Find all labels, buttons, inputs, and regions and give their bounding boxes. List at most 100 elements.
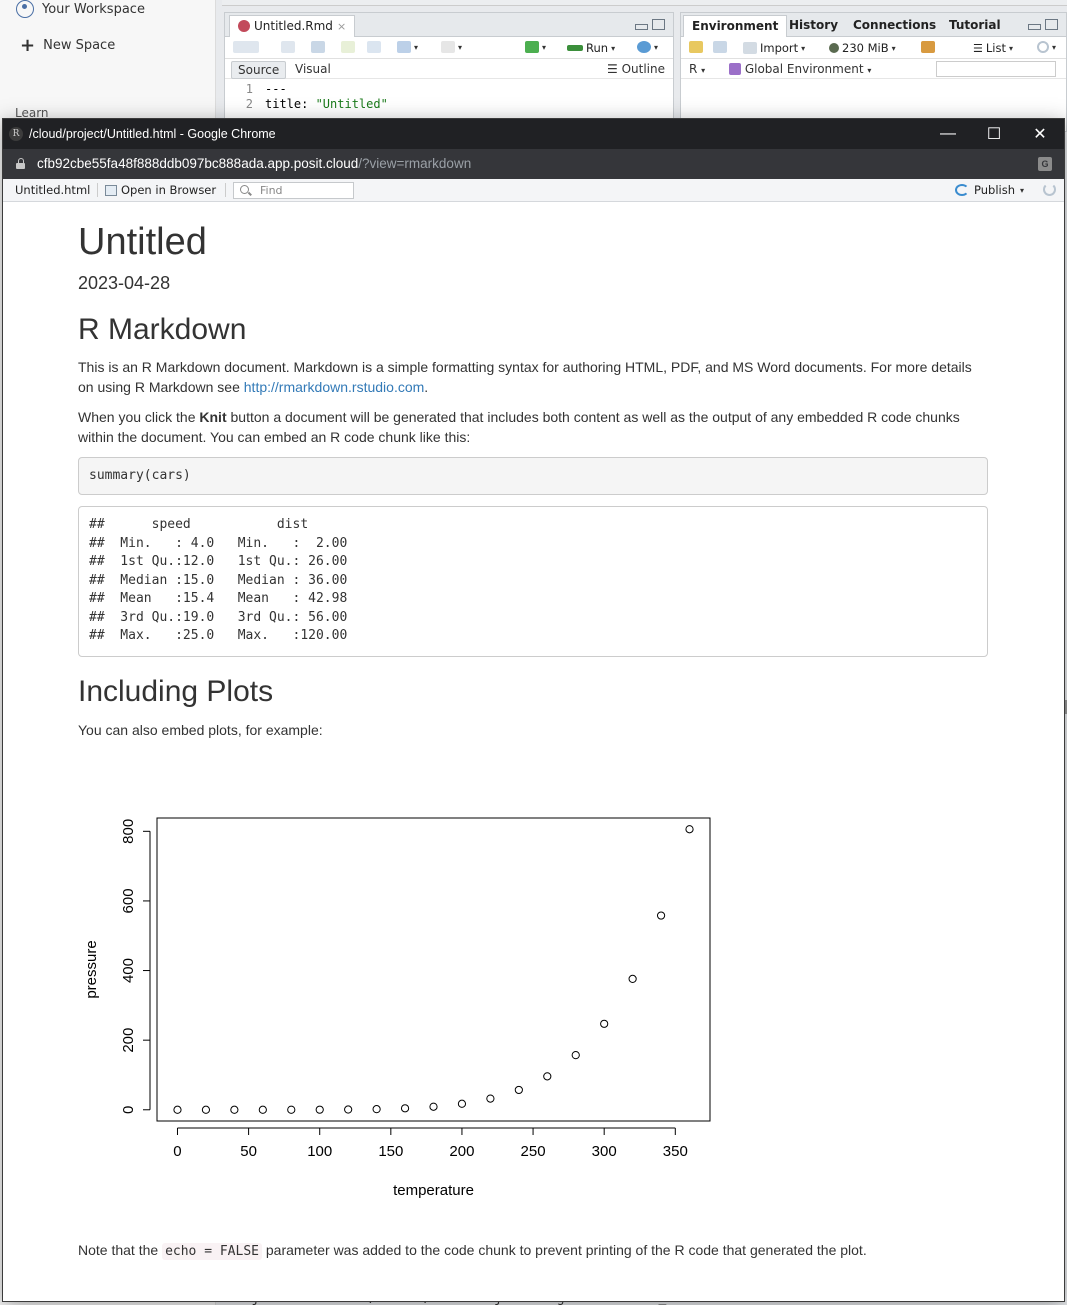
save-icon[interactable]: [311, 41, 325, 53]
data-point: [656, 911, 666, 920]
data-point: [571, 1051, 580, 1060]
global-env-label: Global Environment: [744, 62, 864, 76]
show-in-window-icon[interactable]: [281, 41, 295, 53]
clear-broom-icon[interactable]: [921, 41, 935, 53]
spellcheck-icon[interactable]: [341, 41, 355, 53]
your-workspace-item[interactable]: Your Workspace: [16, 0, 145, 18]
url-text[interactable]: cfb92cbe55fa48f888ddb097bc888ada.app.pos…: [37, 156, 472, 171]
code-chunk-line: summary(cars): [89, 468, 191, 483]
minimize-pane-icon[interactable]: [635, 24, 648, 30]
y-axis-title: pressure: [83, 940, 100, 998]
outline-button[interactable]: ☰ Outline: [607, 62, 665, 76]
learn-section-label[interactable]: Learn: [15, 106, 49, 120]
output-line: ## Max. :25.0 Max. :120.00: [89, 628, 363, 643]
knit-bold: Knit: [199, 409, 227, 425]
tab-environment[interactable]: Environment: [683, 15, 788, 37]
maximize-pane-icon[interactable]: [652, 19, 665, 30]
refresh-icon[interactable]: [1043, 183, 1056, 196]
pane-splitter[interactable]: [1063, 700, 1067, 714]
env-toolbar: Import ▾ 230 MiB ▾ ☰ List ▾ ▾: [681, 37, 1066, 59]
maximize-window-button[interactable]: ☐: [986, 126, 1002, 143]
paragraph-intro: This is an R Markdown document. Markdown…: [78, 359, 972, 395]
publish-icon: [955, 184, 969, 196]
load-workspace-icon[interactable]: [689, 41, 703, 53]
address-bar[interactable]: cfb92cbe55fa48f888ddb097bc888ada.app.pos…: [3, 149, 1064, 179]
settings-gear-icon[interactable]: ▾: [441, 41, 462, 53]
find-input[interactable]: Find: [233, 182, 354, 199]
publish-button[interactable]: Publish ▾: [955, 183, 1024, 197]
list-view-button[interactable]: ☰ List ▾: [973, 41, 1013, 55]
find-replace-icon[interactable]: [367, 41, 381, 53]
data-point: [173, 1105, 182, 1114]
y-tick-label: 0: [120, 1106, 137, 1114]
plus-icon: +: [20, 35, 36, 56]
code-output-block[interactable]: ## speed dist ## Min. : 4.0 Min. : 2.00 …: [78, 506, 988, 657]
data-point: [287, 1105, 296, 1114]
viewer-toolbar: Untitled.html Open in Browser Find Publi…: [3, 179, 1064, 202]
data-point: [201, 1105, 211, 1114]
import-dataset-button[interactable]: Import ▾: [743, 41, 805, 55]
chrome-titlebar[interactable]: R /cloud/project/Untitled.html - Google …: [3, 119, 1064, 149]
memory-usage-button[interactable]: 230 MiB ▾: [829, 41, 896, 55]
data-point: [685, 825, 694, 834]
new-space-label: New Space: [43, 38, 116, 53]
x-tick-label: 250: [521, 1143, 546, 1160]
rmarkdown-link[interactable]: http://rmarkdown.rstudio.com: [243, 379, 425, 395]
source-mode-button[interactable]: Source: [231, 61, 287, 79]
close-window-button[interactable]: ✕: [1033, 126, 1047, 143]
minimize-pane-icon[interactable]: [1028, 24, 1041, 30]
env-pane-window-controls[interactable]: [1028, 19, 1058, 30]
memory-label: 230 MiB: [842, 41, 889, 55]
visual-mode-button[interactable]: Visual: [295, 62, 331, 76]
code-line: 2 title: "Untitled": [245, 97, 388, 111]
output-line: ## Median :15.0 Median : 36.00: [89, 572, 363, 588]
lock-icon[interactable]: [16, 158, 25, 169]
tab-untitled-rmd[interactable]: Untitled.Rmd ×: [229, 15, 356, 37]
minimize-window-button[interactable]: —: [940, 125, 956, 142]
insert-chunk-icon[interactable]: ▾: [525, 41, 546, 53]
publish-label: Publish: [974, 183, 1015, 197]
source-tabstrip: Untitled.Rmd ×: [225, 13, 673, 37]
rstudio-top-strip: [222, 0, 1067, 6]
translate-icon[interactable]: G: [1038, 157, 1052, 171]
document-date: 2023-04-28: [78, 273, 171, 293]
knit-icon[interactable]: ▾: [397, 41, 418, 53]
maximize-pane-icon[interactable]: [1045, 19, 1058, 30]
code-editor[interactable]: 1 --- 2 title: "Untitled": [225, 79, 673, 129]
x-tick-label: 50: [240, 1143, 257, 1160]
data-point: [543, 1072, 552, 1081]
data-point: [258, 1105, 267, 1114]
pressure-scatter-plot: 0 50 100 150 200 250 300 350 0 200 400 600 800 temper…: [83, 817, 711, 1199]
env-search-input[interactable]: [936, 61, 1056, 77]
source-pane-window-controls[interactable]: [635, 19, 665, 30]
rmd-file-icon: [238, 20, 250, 32]
refresh-env-icon[interactable]: ▾: [1037, 41, 1056, 53]
data-point: [486, 1094, 495, 1103]
language-select[interactable]: R ▾: [689, 62, 706, 76]
rendered-document[interactable]: Untitled 2023-04-28 R Markdown This is a…: [3, 203, 1064, 1301]
global-env-select[interactable]: Global Environment ▾: [723, 61, 877, 77]
code-chunk[interactable]: summary(cars): [78, 457, 988, 495]
run-button[interactable]: Run ▾: [567, 41, 615, 55]
save-workspace-icon[interactable]: [713, 41, 727, 53]
output-line: ## 3rd Qu.:19.0 3rd Qu.: 56.00: [89, 609, 363, 625]
open-in-browser-button[interactable]: Open in Browser: [105, 183, 216, 197]
data-point: [230, 1105, 239, 1114]
tab-tutorial[interactable]: Tutorial: [949, 18, 1001, 32]
x-tick-label: 200: [449, 1143, 474, 1160]
import-label: Import: [760, 41, 799, 55]
plot-frame: [156, 817, 711, 1122]
paragraph-knit: When you click the Knit button a documen…: [78, 409, 960, 445]
output-line: ## speed dist: [89, 517, 363, 532]
tab-history[interactable]: History: [789, 18, 839, 32]
tab-connections[interactable]: Connections: [853, 18, 937, 32]
data-point: [344, 1105, 353, 1114]
publish-source-icon[interactable]: ▾: [637, 41, 658, 53]
data-point: [315, 1105, 324, 1114]
new-space-button[interactable]: + New Space: [20, 35, 116, 56]
document-title: Untitled: [78, 221, 207, 263]
back-forward-icons[interactable]: [233, 41, 259, 53]
tab-untitled-rmd-label: Untitled.Rmd: [254, 19, 333, 33]
output-line: ## 1st Qu.:12.0 1st Qu.: 26.00: [89, 554, 363, 569]
tab-close-icon[interactable]: ×: [336, 20, 347, 33]
